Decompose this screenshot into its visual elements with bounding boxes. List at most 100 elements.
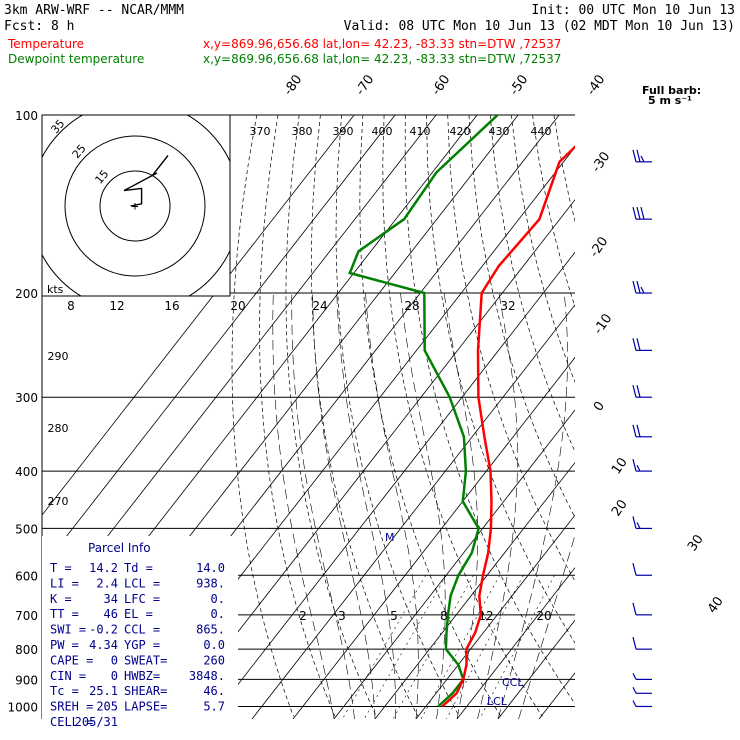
dry-adiabat-line — [660, 115, 740, 717]
moist-adiabat-line — [477, 292, 518, 719]
pressure-tick-label: 400 — [15, 465, 38, 479]
wind-barb — [632, 687, 652, 694]
mixing-ratio-label: 20 — [536, 609, 551, 623]
ccl-annotation: CCL — [502, 676, 524, 689]
dry-adiabat-line — [382, 115, 543, 717]
theta-label: 400 — [372, 125, 393, 138]
pressure-tick-label: 600 — [15, 569, 38, 583]
dry-adiabat-line — [681, 115, 740, 717]
isotherm-line — [292, 356, 575, 719]
isotherm-label: 20 — [609, 497, 631, 519]
wind-barb — [632, 338, 652, 351]
parcel-info-cell: Tc = — [50, 684, 79, 698]
isotherm-label: 10 — [609, 455, 631, 477]
parcel-info-cell: HWBZ= — [124, 669, 160, 683]
parcel-info-cell: 34 — [104, 592, 118, 606]
isotherm-line — [210, 251, 575, 719]
wind-barb — [632, 700, 652, 708]
parcel-info-cell: LCL = — [124, 576, 160, 590]
parcel-info-cell: LI = — [50, 576, 79, 590]
dry-adiabat-line — [285, 115, 377, 717]
mixing-ratio-label: 2 — [299, 609, 307, 623]
parcel-info-title: Parcel Info — [88, 541, 151, 555]
moist-adiabat-line — [312, 292, 376, 719]
moist-adiabat-line — [365, 292, 419, 719]
parcel-info-cell: LFC = — [124, 592, 160, 606]
parcel-info-cell: EL = — [124, 607, 153, 621]
parcel-info-cell: 0. — [211, 592, 225, 606]
theta-label: 390 — [333, 125, 354, 138]
hodograph-axis-tick-label: 32 — [500, 299, 515, 313]
header-valid-time: Valid: 08 UTC Mon 10 Jun 13 (02 MDT Mon … — [344, 19, 735, 34]
parcel-info-cell: 0 — [111, 653, 118, 667]
wind-barb — [632, 280, 652, 294]
parcel-info-cell: SREH = — [50, 700, 93, 714]
isotherm-label: -70 — [353, 72, 377, 98]
parcel-info-cell: 0. — [211, 607, 225, 621]
axis-labels: -80 -70 -60 -50 -40 -30 -20 -10 0 10 20 30 40 370 380 3… — [47, 72, 727, 623]
dry-adiabat-line — [596, 115, 740, 717]
parcel-info-cell: -0.2 — [89, 623, 118, 637]
parcel-info-cell: 205 — [96, 700, 118, 714]
legend-dewpoint-label: Dewpoint temperature — [8, 52, 144, 66]
dry-adiabat-line — [639, 115, 740, 717]
parcel-info-cell: K = — [50, 592, 72, 606]
isotherm-label: -60 — [429, 72, 453, 98]
wind-barb — [632, 602, 652, 616]
isotherm-line — [497, 619, 575, 719]
wind-barb — [632, 149, 652, 163]
parcel-info-cell: SWI = — [50, 623, 86, 637]
wind-barb — [632, 424, 652, 438]
dry-adiabat-line — [259, 115, 336, 717]
moist-adiabat-line — [272, 292, 335, 719]
pressure-tick-label: 800 — [15, 643, 38, 657]
moist-adiabat-line — [291, 292, 355, 719]
theta-label: 430 — [489, 125, 510, 138]
isotherm-label: -30 — [589, 149, 613, 175]
hodograph-inset: 15 25 35 + — [41, 114, 231, 297]
theta-label: 270 — [48, 495, 69, 508]
parcel-info-cell: 0.0 — [203, 638, 225, 652]
parcel-info-cell: CELL = — [50, 715, 93, 729]
parcel-info-cell: 25.1 — [89, 684, 118, 698]
dewpoint-trace — [348, 115, 499, 708]
theta-label: 410 — [410, 125, 431, 138]
parcel-info-cell: 0 — [111, 669, 118, 683]
parcel-info-panel: Parcel Info T = 14.2 Td = 14.0 LI = 2.4 LCL = 9… — [42, 536, 238, 729]
hodograph-axis-tick-label: 20 — [230, 299, 245, 313]
mixing-ratio-label: 5 — [390, 609, 398, 623]
isotherm-label: 40 — [705, 594, 727, 616]
wind-barb — [632, 637, 652, 650]
parcel-info-cell: CIN = — [50, 669, 86, 683]
parcel-info-cell: 3848. — [189, 669, 225, 683]
isotherm-label: -20 — [587, 234, 611, 260]
pressure-tick-label: 200 — [15, 287, 38, 301]
legend-dewpoint-info: x,y=869.96,656.68 lat,lon= 42.23, -83.33… — [203, 52, 561, 66]
parcel-info-cell: CAPE = — [50, 653, 93, 667]
pressure-tick-label: 1000 — [7, 700, 38, 714]
wind-barb — [632, 516, 652, 530]
dry-adiabat-line — [468, 115, 575, 519]
parcel-info-cell: TT = — [50, 607, 79, 621]
theta-label: 420 — [450, 125, 471, 138]
isotherm-line — [415, 514, 575, 719]
moist-adiabat-line — [497, 292, 568, 719]
legend-temperature-label: Temperature — [7, 37, 84, 51]
dry-adiabat-line — [574, 115, 575, 117]
isotherm-label: 0 — [591, 399, 608, 414]
isotherm-line — [333, 409, 575, 719]
parcel-info-cell: 14.0 — [196, 561, 225, 575]
parcel-info-cell: CCL = — [124, 623, 160, 637]
isotherm-line — [169, 199, 575, 719]
hodograph-axis-tick-label: 12 — [109, 299, 124, 313]
hodograph-center-mark: + — [131, 199, 138, 213]
isotherm-line — [42, 115, 355, 516]
dry-adiabat-line — [489, 115, 575, 453]
dry-adiabat-line — [311, 115, 419, 717]
isotherm-line — [251, 304, 575, 719]
parcel-info-cell: 4.34 — [89, 638, 118, 652]
hodograph-unit-label: kts — [47, 283, 64, 296]
hodograph-trace — [123, 154, 169, 207]
parcel-info-cell: 46. — [203, 684, 225, 698]
